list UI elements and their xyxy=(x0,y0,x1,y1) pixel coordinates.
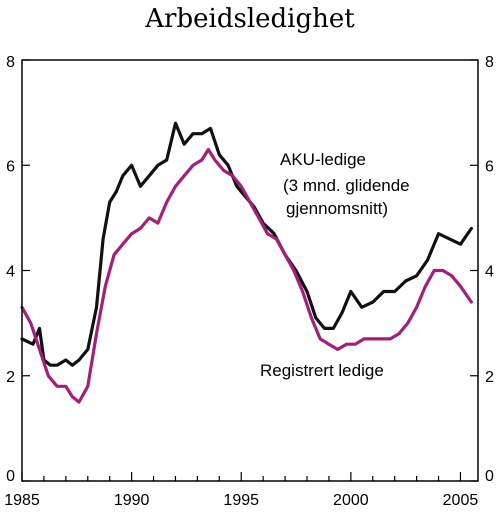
chart-title: Arbeidsledighet xyxy=(144,4,355,34)
series-layer xyxy=(20,121,473,404)
y-tick-label-right: 2 xyxy=(485,369,494,386)
aku-label-line-2: (3 mnd. glidende xyxy=(283,176,410,195)
ticks-layer: 0 0 2 2 4 4 6 6 8 8 1985 1990 1995 2000 2005 xyxy=(4,54,494,509)
aku-label-line-1: AKU-ledige xyxy=(280,150,366,169)
registrert-ledige-line xyxy=(20,147,473,404)
x-tick-label: 2000 xyxy=(333,492,369,509)
aku-ledige-line xyxy=(20,121,473,367)
y-tick-label-right: 0 xyxy=(485,468,494,485)
y-tick-label-left: 2 xyxy=(6,369,15,386)
registrert-label: Registrert ledige xyxy=(260,361,384,380)
y-tick-label-left: 0 xyxy=(6,468,15,485)
x-tick-label: 1995 xyxy=(223,492,259,509)
y-tick-label-left: 6 xyxy=(6,158,15,175)
y-tick-label-left: 4 xyxy=(6,264,15,281)
x-tick-label: 1985 xyxy=(4,492,40,509)
y-tick-label-right: 6 xyxy=(485,158,494,175)
y-tick-label-left: 8 xyxy=(6,54,15,71)
aku-label-line-3: gjennomsnitt) xyxy=(286,199,388,218)
plot-frame xyxy=(21,59,479,482)
x-tick-label: 2005 xyxy=(443,492,479,509)
y-tick-label-right: 8 xyxy=(485,54,494,71)
y-tick-label-right: 4 xyxy=(485,264,494,281)
x-tick-label: 1990 xyxy=(114,492,150,509)
